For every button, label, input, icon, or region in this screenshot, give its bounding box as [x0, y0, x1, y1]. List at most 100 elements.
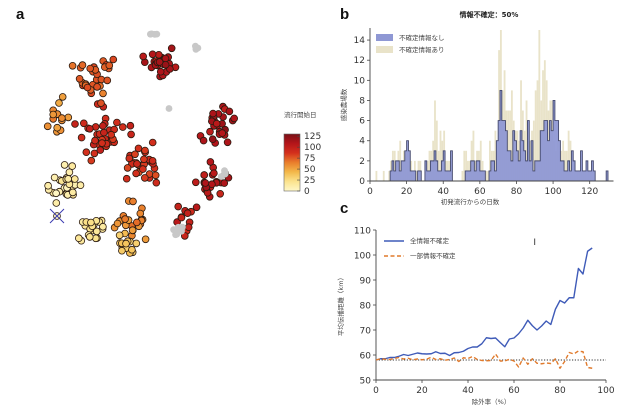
farm-point	[105, 61, 114, 70]
y-tick-label: 10	[354, 76, 366, 86]
farm-point	[58, 114, 66, 122]
y-tick-label: 4	[359, 137, 365, 147]
hist-bar-uncertain	[472, 130, 475, 181]
farm-point	[107, 130, 115, 139]
hist-bar-uncertain	[465, 150, 468, 181]
farm-point	[65, 168, 74, 177]
x-tick-label: 80	[554, 386, 566, 396]
farm-point	[218, 129, 227, 137]
farm-point	[113, 118, 121, 127]
colorbar-tick-label: 50	[304, 165, 316, 175]
farm-point	[206, 127, 214, 136]
farm-point	[161, 61, 170, 69]
farm-point	[103, 76, 112, 85]
hist-bar-uncertain	[439, 130, 442, 181]
farm-point	[83, 83, 92, 92]
farm-point	[151, 171, 160, 180]
farm-point	[209, 109, 217, 118]
farm-point	[119, 123, 127, 131]
farm-point	[90, 149, 99, 158]
farm-point	[155, 58, 164, 66]
panel-label-c: c	[340, 200, 349, 217]
farm-point	[210, 169, 218, 178]
y-tick-label: 8	[359, 96, 365, 106]
hist-bar-uncertain	[435, 120, 438, 181]
farm-point	[121, 215, 129, 223]
panel-label-a: a	[16, 6, 25, 23]
farm-point	[167, 44, 176, 53]
farm-point	[109, 55, 118, 64]
farm-point	[155, 50, 163, 59]
legend-label-all-uncertain: 全情報不確定	[410, 236, 450, 245]
farm-point	[75, 234, 83, 243]
farm-point	[192, 203, 201, 212]
farm-point	[50, 173, 59, 182]
farm-point	[132, 169, 140, 178]
farm-point	[122, 174, 131, 183]
farm-point	[134, 144, 143, 153]
x-tick-label: 100	[544, 187, 561, 197]
y-axis-label: 感染農場数	[339, 88, 348, 121]
y-tick-label: 6	[359, 117, 365, 127]
x-tick-label: 20	[416, 386, 428, 396]
farm-point-missing	[153, 30, 161, 38]
farm-point-missing	[165, 105, 173, 112]
hist-bar-uncertain	[498, 50, 500, 181]
hist-bar-uncertain	[487, 170, 489, 181]
y-tick-label: 0	[359, 177, 365, 187]
annotation-mark: I	[533, 238, 536, 248]
farm-point	[87, 218, 95, 227]
hist-bar-uncertain	[532, 120, 535, 181]
panel-label-b: b	[340, 6, 350, 23]
farm-point	[98, 139, 106, 147]
hist-bar-uncertain	[525, 100, 528, 181]
y-tick-label: 100	[354, 252, 371, 262]
hist-bar-uncertain	[510, 90, 513, 181]
farm-point	[78, 61, 87, 69]
farm-point	[184, 223, 193, 232]
legend-swatch-certain	[376, 34, 393, 41]
farm-point	[208, 135, 217, 144]
hist-bar-uncertain	[434, 100, 436, 181]
hist-bar-uncertain	[415, 170, 418, 181]
hist-bar-uncertain	[507, 110, 510, 181]
hist-bar-uncertain	[542, 70, 544, 181]
hist-bar-uncertain	[485, 170, 488, 181]
farm-point	[99, 122, 107, 130]
farm-point	[71, 175, 79, 183]
farm-point	[93, 83, 101, 91]
farm-point	[128, 226, 137, 235]
hist-bar-uncertain	[375, 170, 378, 181]
farm-point	[183, 209, 192, 218]
colorbar-tick-label: 25	[304, 176, 315, 186]
farm-point	[64, 113, 73, 122]
farm-point	[75, 75, 84, 83]
x-tick-label: 120	[581, 187, 598, 197]
farm-point-missing	[147, 30, 154, 38]
hist-bar-uncertain	[479, 140, 482, 181]
hist-bar-uncertain	[463, 150, 466, 181]
hist-bar-uncertain	[382, 170, 385, 181]
hist-bar-uncertain	[569, 140, 572, 181]
farm-point	[199, 136, 208, 145]
farm-point	[152, 178, 161, 187]
farm-point	[91, 136, 99, 145]
hist-bar-uncertain	[536, 80, 539, 181]
farm-point	[99, 89, 107, 98]
farm-point	[216, 190, 225, 198]
x-tick-label: 40	[438, 187, 450, 197]
x-tick-label: 20	[401, 187, 413, 197]
farm-point	[82, 148, 91, 157]
farm-point	[230, 114, 239, 123]
farm-point	[118, 246, 126, 255]
farm-point	[129, 197, 137, 206]
farm-point	[64, 175, 72, 183]
farm-point	[71, 120, 79, 128]
farm-point	[53, 123, 61, 132]
line-partial-uncertain	[375, 350, 593, 369]
x-tick-label: 100	[597, 386, 614, 396]
legend-label-partial-uncertain: 一部情報不確定	[410, 251, 456, 260]
farm-point	[156, 67, 165, 76]
hist-bar-uncertain	[564, 150, 566, 181]
hist-bar-uncertain	[437, 150, 440, 181]
